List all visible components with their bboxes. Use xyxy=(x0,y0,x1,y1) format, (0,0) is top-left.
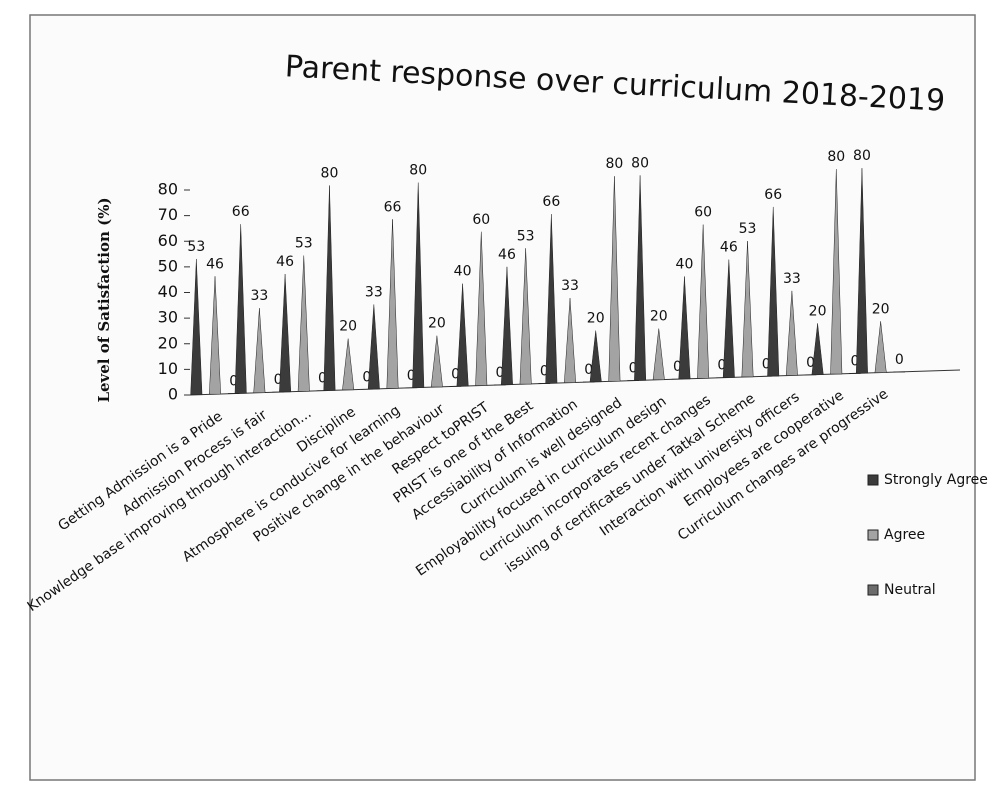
value-label: 80 xyxy=(605,156,623,172)
chart-frame xyxy=(29,14,976,781)
value-label: 0 xyxy=(895,352,904,368)
value-label: 0 xyxy=(451,366,460,382)
value-label: 60 xyxy=(472,212,490,228)
value-label: 0 xyxy=(673,359,682,375)
value-label: 0 xyxy=(362,369,371,385)
value-label: 80 xyxy=(827,149,845,165)
value-label: 66 xyxy=(232,204,250,220)
cone xyxy=(722,259,735,378)
cone xyxy=(652,328,665,381)
value-label: 40 xyxy=(676,256,694,272)
value-label: 20 xyxy=(872,301,890,317)
cone xyxy=(500,266,513,385)
cone xyxy=(253,308,266,393)
value-label: 53 xyxy=(739,221,757,237)
cone xyxy=(412,182,425,388)
y-tick-label: 80 xyxy=(158,180,178,199)
cone xyxy=(430,335,443,388)
value-label: 0 xyxy=(629,361,638,377)
legend-swatch xyxy=(867,474,879,486)
cone xyxy=(830,169,843,375)
value-label: 20 xyxy=(809,303,827,319)
value-label: 0 xyxy=(229,374,238,390)
cone xyxy=(190,258,203,396)
legend-label: Agree xyxy=(884,527,925,543)
cone xyxy=(564,298,576,383)
y-tick-label: 30 xyxy=(158,308,178,327)
value-label: 0 xyxy=(584,362,593,378)
cone xyxy=(367,304,380,390)
value-label: 46 xyxy=(498,247,516,263)
legend-label: Neutral xyxy=(884,582,936,598)
value-label: 20 xyxy=(428,316,446,332)
cone xyxy=(785,290,798,376)
cone xyxy=(697,224,710,379)
y-tick-label: 20 xyxy=(158,333,178,352)
value-label: 0 xyxy=(762,356,771,372)
cone xyxy=(589,330,602,383)
cone xyxy=(856,168,868,374)
cone xyxy=(342,338,355,391)
cone xyxy=(608,176,621,382)
cone xyxy=(741,241,754,378)
cone xyxy=(678,276,691,380)
value-label: 0 xyxy=(540,363,549,379)
value-label: 0 xyxy=(850,353,859,369)
value-label: 53 xyxy=(187,239,205,255)
value-label: 46 xyxy=(720,240,738,256)
value-label: 0 xyxy=(717,358,726,374)
value-label: 80 xyxy=(853,148,871,164)
cone xyxy=(323,185,336,391)
value-label: 0 xyxy=(274,372,283,388)
cone xyxy=(279,274,292,393)
legend-swatch xyxy=(867,529,879,541)
cone xyxy=(297,255,310,392)
y-tick-label: 10 xyxy=(158,359,178,378)
value-label: 0 xyxy=(806,355,815,371)
value-label: 40 xyxy=(454,264,472,280)
value-label: 66 xyxy=(764,187,782,203)
cone xyxy=(456,283,469,387)
y-tick-label: 40 xyxy=(158,282,178,301)
value-label: 0 xyxy=(495,365,504,381)
value-label: 53 xyxy=(517,228,535,244)
value-label: 66 xyxy=(542,194,560,210)
value-label: 20 xyxy=(650,309,668,325)
legend-label: Strongly Agree xyxy=(884,472,988,488)
cone xyxy=(209,276,221,395)
value-label: 33 xyxy=(783,271,801,287)
value-label: 20 xyxy=(587,311,605,327)
cone xyxy=(475,231,488,386)
value-label: 0 xyxy=(318,371,327,387)
y-tick-label: 60 xyxy=(158,231,178,250)
cone xyxy=(634,175,647,381)
value-label: 20 xyxy=(339,319,357,335)
cone xyxy=(767,206,780,377)
value-label: 60 xyxy=(694,205,712,221)
y-axis-label: Level of Satisfaction (%) xyxy=(95,197,113,402)
value-label: 46 xyxy=(276,254,294,270)
value-label: 0 xyxy=(407,368,416,384)
cone xyxy=(386,219,399,389)
value-label: 66 xyxy=(384,199,402,215)
value-label: 53 xyxy=(295,235,313,251)
value-label: 80 xyxy=(409,163,427,179)
cone xyxy=(234,224,247,394)
y-tick-label: 50 xyxy=(158,256,178,275)
value-label: 33 xyxy=(561,278,579,294)
value-label: 33 xyxy=(250,288,268,304)
legend-swatch xyxy=(867,584,879,596)
cone xyxy=(519,248,532,385)
cone xyxy=(545,214,558,384)
value-label: 80 xyxy=(321,165,339,181)
cone xyxy=(874,321,887,373)
y-tick-label: 0 xyxy=(168,385,178,404)
value-label: 46 xyxy=(206,256,224,272)
value-label: 80 xyxy=(631,155,649,171)
y-tick-label: 70 xyxy=(158,205,178,224)
cone xyxy=(811,323,824,375)
value-label: 33 xyxy=(365,284,383,300)
